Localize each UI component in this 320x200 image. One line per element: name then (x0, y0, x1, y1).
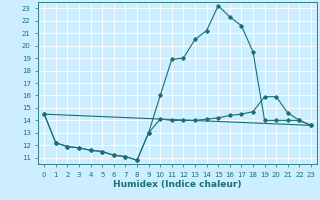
X-axis label: Humidex (Indice chaleur): Humidex (Indice chaleur) (113, 180, 242, 189)
